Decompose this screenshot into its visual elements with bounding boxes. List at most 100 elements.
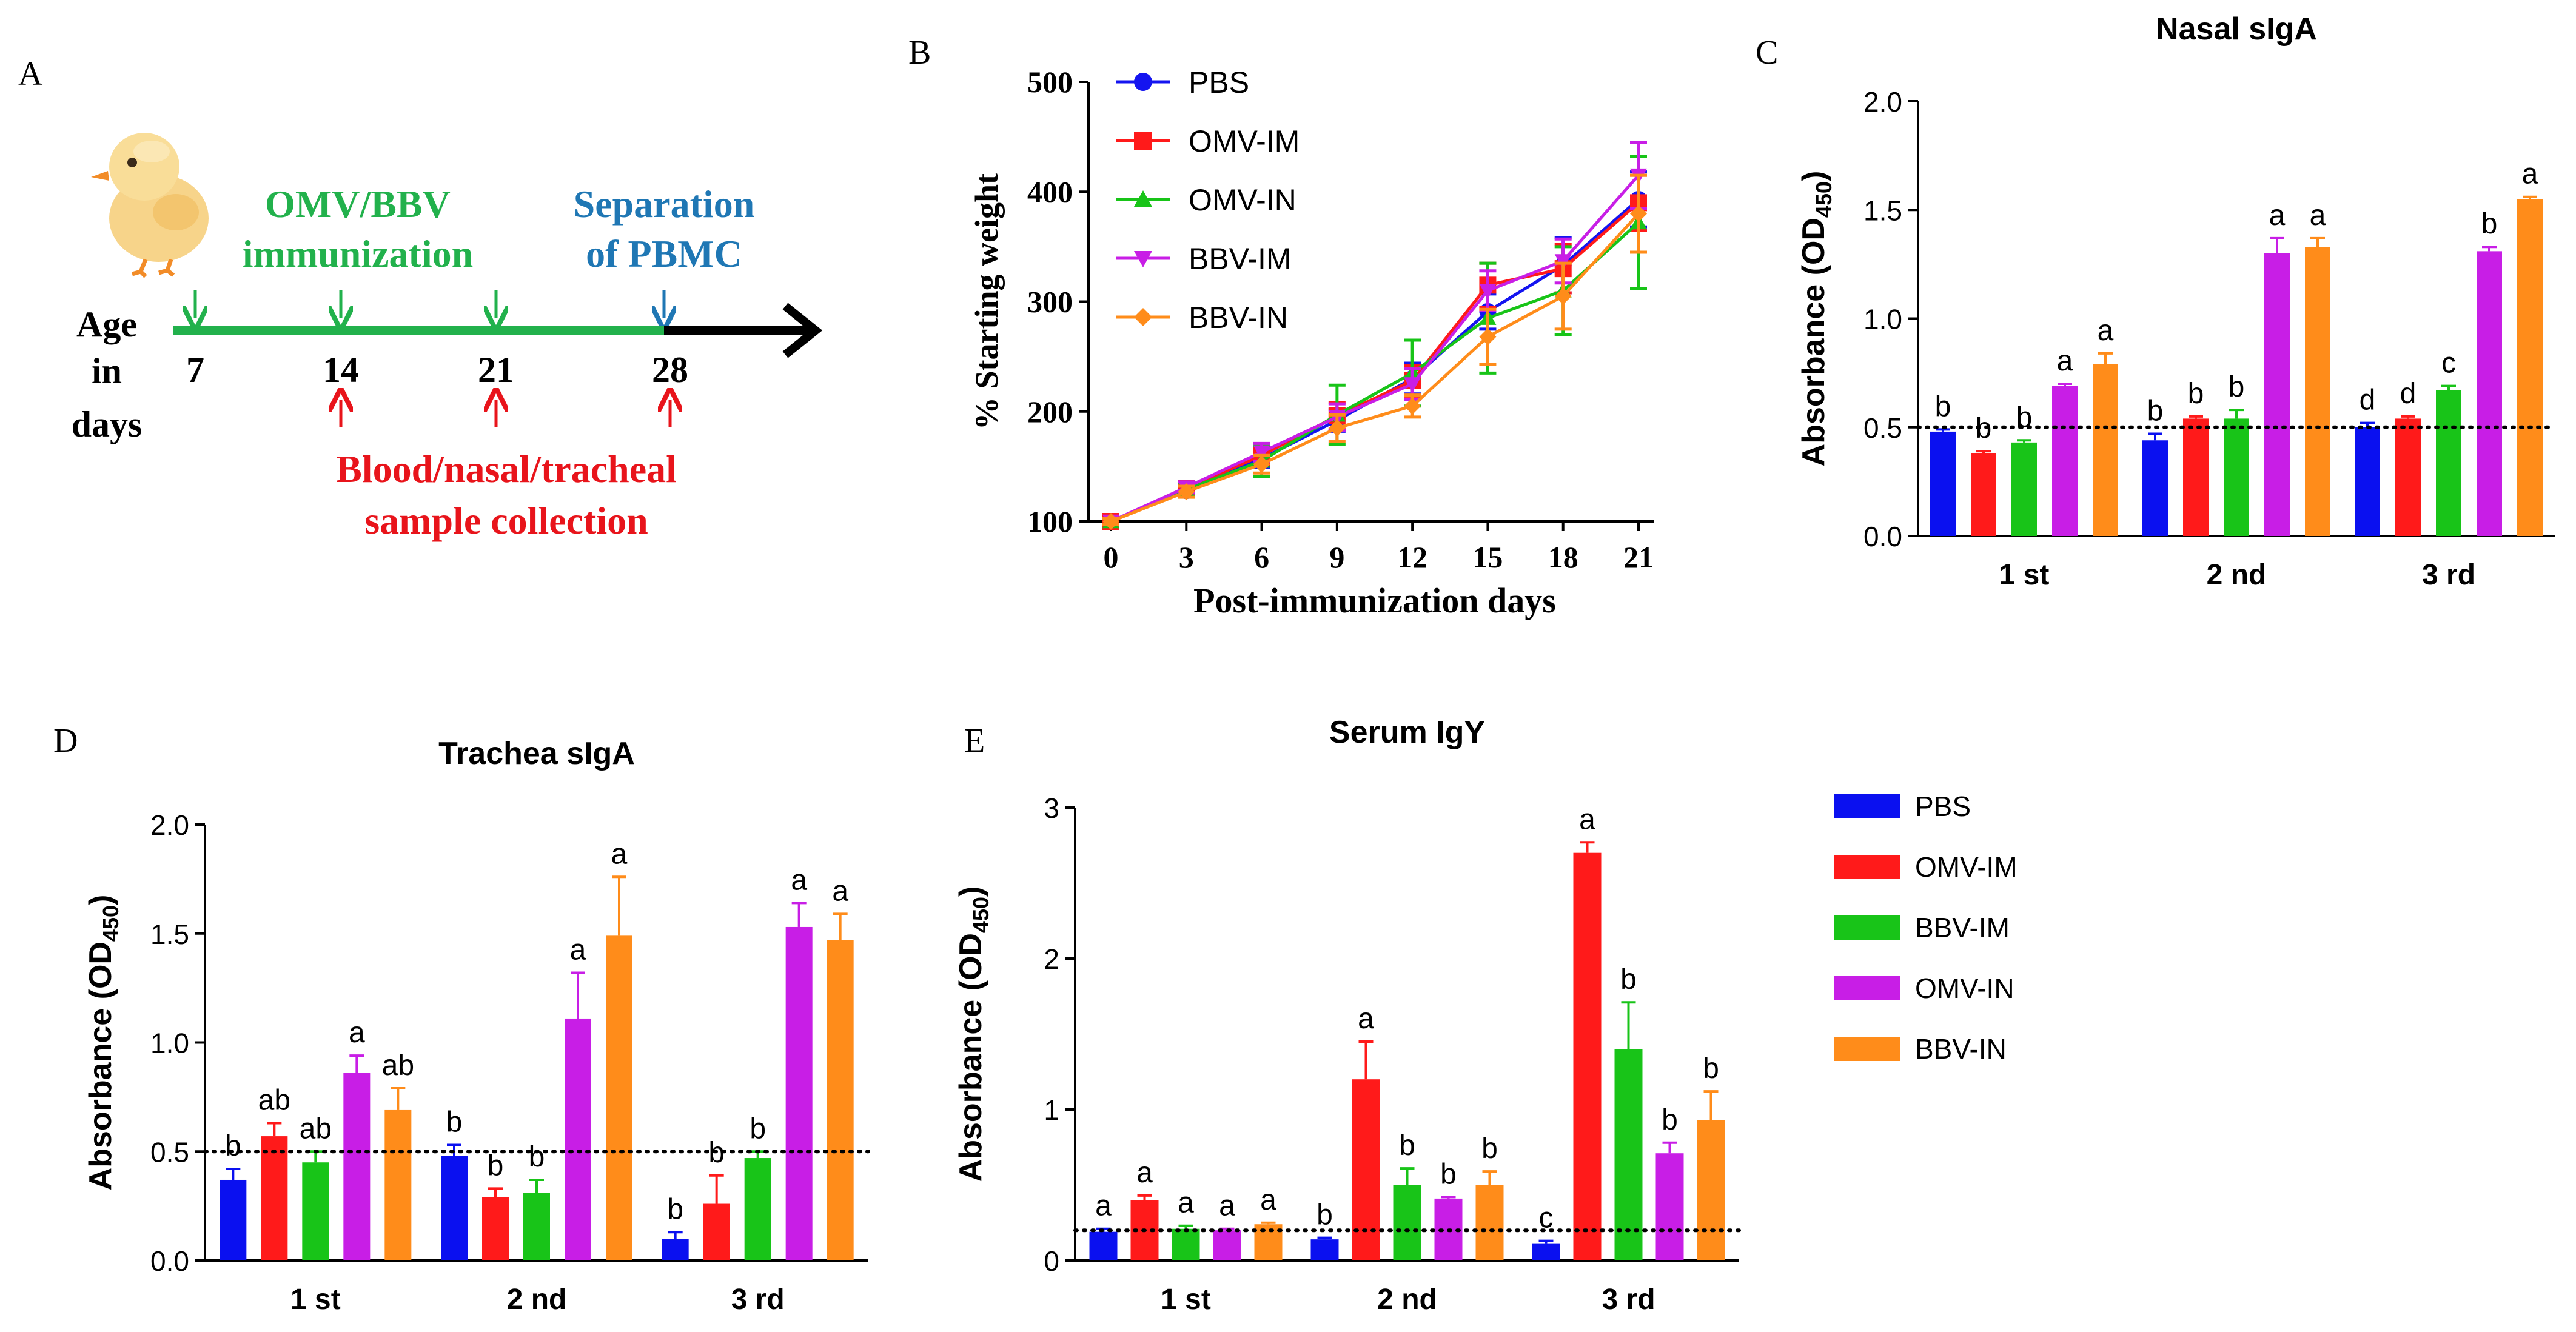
x-tick-label: 0 [1104, 540, 1119, 574]
age-label-3: days [72, 404, 143, 444]
significance-letter: a [1095, 1190, 1112, 1222]
bar-pbs [1089, 1231, 1118, 1260]
bar-pbs [1532, 1243, 1560, 1260]
legend-marker [1134, 73, 1152, 91]
x-tick-label: 9 [1329, 540, 1344, 574]
bar-bbv-im [744, 1158, 771, 1260]
panel-a: A OMV/BBV immunization Separation of PBM… [18, 55, 823, 542]
series-line-omv-in [1110, 221, 1640, 523]
legend-label: BBV-IM [1189, 242, 1291, 276]
panel-label-d: D [53, 722, 78, 760]
panel-label-e: E [964, 722, 985, 760]
significance-letter: b [1935, 390, 1951, 423]
legend-label: BBV-IN [1189, 301, 1288, 335]
data-point-bbv-in [1479, 328, 1497, 346]
x-tick-label: 18 [1548, 540, 1578, 574]
bar-omv-im [1352, 1079, 1380, 1260]
bar-omv-in [343, 1073, 371, 1260]
significance-letter: b [2147, 395, 2164, 427]
legend-label: OMV-IM [1189, 124, 1300, 158]
y-tick-label: 1.5 [150, 919, 189, 950]
y-tick-label: 300 [1027, 285, 1073, 319]
y-tick-label: 1 [1044, 1094, 1059, 1126]
bar-omv-in [565, 1018, 591, 1260]
significance-letter: ab [382, 1049, 414, 1082]
significance-letter: a [1260, 1184, 1276, 1216]
significance-letter: d [2400, 378, 2417, 410]
bar-omv-im [482, 1197, 509, 1260]
significance-letter: d [2360, 384, 2376, 417]
bar-omv-in [2477, 251, 2502, 536]
data-point-bbv-in [1404, 397, 1421, 415]
significance-letter: a [1358, 1003, 1374, 1035]
significance-letter: b [1703, 1053, 1719, 1085]
y-tick-label: 0.0 [150, 1245, 189, 1277]
y-tick-label: 3 [1044, 792, 1059, 824]
category-label: 3 rd [1602, 1283, 1655, 1316]
data-point-bbv-im [1404, 377, 1421, 393]
bar-omv-in [785, 926, 813, 1260]
bar-omv-im [261, 1136, 288, 1260]
significance-letter: b [1317, 1199, 1333, 1231]
significance-letter: a [2057, 345, 2073, 377]
y-tick-label: 500 [1027, 65, 1073, 99]
legend-label: PBS [1189, 65, 1249, 99]
significance-letter: b [2481, 208, 2498, 240]
significance-letter: b [667, 1193, 683, 1225]
separation-label-2: of PBMC [586, 232, 742, 275]
day-label-7: 7 [186, 350, 204, 390]
panel-label-c: C [1756, 34, 1778, 72]
significance-letter: a [791, 864, 807, 896]
significance-letter: a [2310, 199, 2326, 232]
significance-letter: a [1136, 1157, 1153, 1189]
series-line-bbv-in [1110, 212, 1640, 523]
significance-letter: b [488, 1150, 504, 1182]
y-axis-title-main: Absorbance (OD [1796, 218, 1831, 466]
legend-swatch-bbv-in [1834, 1037, 1900, 1061]
bar-omv-in [1655, 1153, 1684, 1260]
significance-letter: b [1620, 963, 1637, 996]
bar-bbv-im [2224, 418, 2249, 536]
chart-c: Nasal sIgA 0.0 0.5 1.0 1.5 2.0 Absorbance (OD4… [1796, 12, 2557, 591]
bar-bbv-im [1393, 1185, 1421, 1260]
y-tick-label: 1.0 [1863, 304, 1902, 335]
bar-bbv-im [1614, 1049, 1643, 1260]
category-label: 3 rd [731, 1283, 785, 1316]
bar-bbv-im [523, 1193, 550, 1260]
significance-letter: a [2269, 199, 2286, 232]
legend-swatch-pbs [1834, 794, 1900, 818]
collection-label-1: Blood/nasal/tracheal [336, 447, 677, 490]
y-tick-label: 1.0 [150, 1028, 189, 1059]
y-axis-title-main: Absorbance (OD [953, 933, 988, 1182]
legend-marker [1134, 251, 1152, 267]
day-label-28: 28 [652, 350, 688, 390]
bar-bbv-in [2517, 199, 2543, 536]
category-label: 1 st [290, 1283, 341, 1316]
bar-bbv-in [384, 1109, 412, 1260]
y-axis-title-close: ) [953, 886, 988, 897]
category-label: 3 rd [2422, 559, 2475, 591]
bar-pbs [662, 1239, 689, 1260]
collection-label-2: sample collection [364, 499, 648, 542]
y-tick-label: 100 [1027, 504, 1073, 538]
y-tick-label: 2.0 [150, 809, 189, 841]
panel-label-b: B [908, 34, 931, 72]
panel-label-a: A [18, 55, 43, 93]
x-tick-label: 3 [1179, 540, 1194, 574]
significance-letter: ab [300, 1113, 332, 1145]
x-tick-label: 21 [1623, 540, 1654, 574]
significance-letter: a [611, 838, 628, 870]
legend-label-omv-im: OMV-IM [1915, 851, 2018, 883]
data-point-bbv-in [1102, 513, 1119, 530]
y-tick-label: 1.5 [1863, 195, 1902, 226]
category-label: 2 nd [1377, 1283, 1437, 1316]
bar-bbv-im [1172, 1228, 1200, 1260]
y-tick-label: 2.0 [1863, 86, 1902, 118]
data-point-bbv-in [1253, 455, 1270, 473]
significance-letter: a [1579, 803, 1595, 835]
category-label: 1 st [1999, 559, 2050, 591]
x-tick-label: 6 [1254, 540, 1269, 574]
chart-b: 100 200 300 400 500 0 3 6 9 12 15 18 21 Post-immuniza… [968, 65, 1654, 620]
